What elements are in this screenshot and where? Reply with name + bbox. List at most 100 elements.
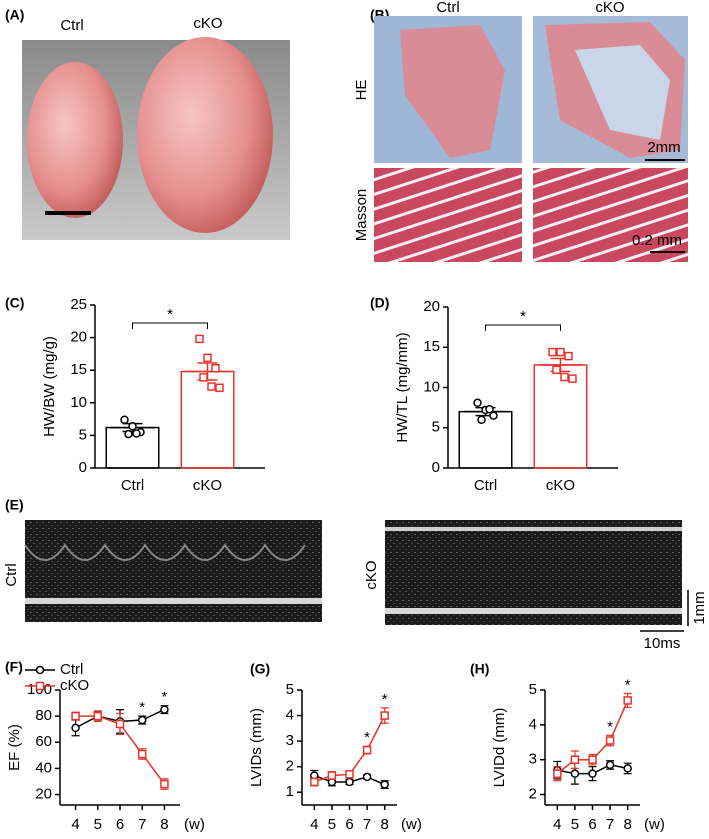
point	[203, 353, 212, 363]
y-tick-label: 5	[529, 681, 537, 698]
y-tick-label: 20	[70, 329, 87, 346]
panel-label: (G)	[250, 661, 270, 677]
y-axis-label: HW/TL (mg/mm)	[394, 332, 411, 442]
point	[71, 723, 80, 733]
y-tick-label: 4	[529, 716, 537, 733]
panel-label: (C)	[5, 295, 24, 311]
heart	[27, 62, 123, 218]
point	[380, 780, 389, 789]
significance-bracket	[485, 324, 561, 331]
point	[570, 755, 580, 764]
panel-label: (F)	[5, 659, 23, 675]
y-tick-label: 4	[286, 707, 294, 724]
point	[477, 415, 486, 424]
point	[35, 681, 45, 691]
panel-label: (D)	[370, 295, 389, 311]
y-axis-label: LVIDd (mm)	[491, 708, 508, 788]
point	[588, 769, 597, 778]
label: Ctrl	[436, 0, 459, 16]
x-tick-label: 4	[310, 816, 318, 833]
y-axis-label: HW/BW (mg/g)	[41, 336, 58, 437]
point	[160, 779, 169, 789]
point	[473, 398, 482, 408]
masson-image	[374, 168, 522, 262]
point	[345, 777, 354, 787]
point	[71, 711, 80, 721]
scale-label: 1mm	[691, 591, 708, 624]
point	[35, 665, 45, 675]
scale-label: 0.2 mm	[632, 232, 682, 249]
x-tick-label: 5	[94, 816, 102, 833]
panel-label: (A)	[5, 7, 24, 23]
error-bar	[185, 362, 230, 381]
point	[568, 374, 577, 383]
y-tick-label: 5	[432, 419, 440, 436]
x-axis-label: (w)	[644, 816, 665, 833]
point	[605, 736, 615, 745]
echo-image	[385, 520, 682, 625]
y-tick-label: 3	[529, 751, 537, 768]
y-axis-label: EF (%)	[6, 724, 23, 771]
point	[564, 351, 573, 361]
y-tick-label: 15	[70, 361, 87, 378]
point	[588, 755, 597, 764]
y-tick-label: 15	[423, 338, 440, 355]
point	[489, 411, 498, 420]
x-tick-label: 7	[138, 816, 146, 833]
y-axis-label: LVIDs (mm)	[248, 708, 265, 787]
x-tick-label: 4	[553, 816, 561, 833]
significance-label: *	[364, 729, 370, 746]
x-axis-label: (w)	[184, 816, 205, 833]
x-tick-label: 8	[624, 816, 632, 833]
y-tick-label: 80	[35, 707, 52, 724]
echo-trace	[385, 608, 682, 614]
point	[93, 711, 103, 721]
label: Ctrl	[60, 17, 83, 34]
label: cKO	[595, 0, 624, 16]
point	[327, 771, 337, 780]
significance-label: *	[520, 308, 526, 325]
y-tick-label: 10	[70, 394, 87, 411]
point	[345, 770, 354, 779]
echo-image	[25, 520, 322, 622]
x-tick-label: Ctrl	[121, 477, 144, 494]
y-tick-label: 2	[529, 786, 537, 803]
panel-label: (H)	[470, 661, 489, 677]
label: Ctrl	[3, 563, 20, 586]
x-tick-label: 6	[588, 816, 596, 833]
y-tick-label: 1	[286, 783, 294, 800]
y-tick-label: 60	[35, 733, 52, 750]
x-tick-label: 8	[160, 816, 168, 833]
error-bar	[538, 357, 583, 373]
label: cKO	[363, 560, 380, 589]
y-tick-label: 2	[286, 758, 294, 775]
point	[137, 749, 147, 759]
point	[137, 715, 147, 725]
x-tick-label: 5	[571, 816, 579, 833]
point	[553, 769, 562, 778]
x-tick-label: cKO	[193, 477, 222, 494]
he-section	[400, 25, 505, 158]
point	[552, 365, 561, 375]
label: cKO	[193, 15, 222, 32]
x-axis-label: (w)	[401, 816, 422, 833]
point	[623, 764, 632, 773]
y-tick-label: 25	[70, 296, 87, 313]
point	[120, 415, 129, 425]
x-tick-label: 8	[381, 816, 389, 833]
y-tick-label: 20	[35, 786, 52, 803]
y-tick-label: 0	[432, 459, 440, 476]
point	[556, 347, 565, 357]
point	[132, 429, 141, 438]
point	[605, 760, 615, 770]
x-tick-label: 5	[328, 816, 336, 833]
point	[215, 383, 224, 393]
x-tick-label: 6	[116, 816, 124, 833]
point	[211, 363, 220, 373]
point	[362, 745, 372, 755]
row-label: HE	[353, 80, 370, 101]
heart	[137, 37, 273, 233]
point	[160, 705, 169, 714]
y-tick-label: 3	[286, 732, 294, 749]
